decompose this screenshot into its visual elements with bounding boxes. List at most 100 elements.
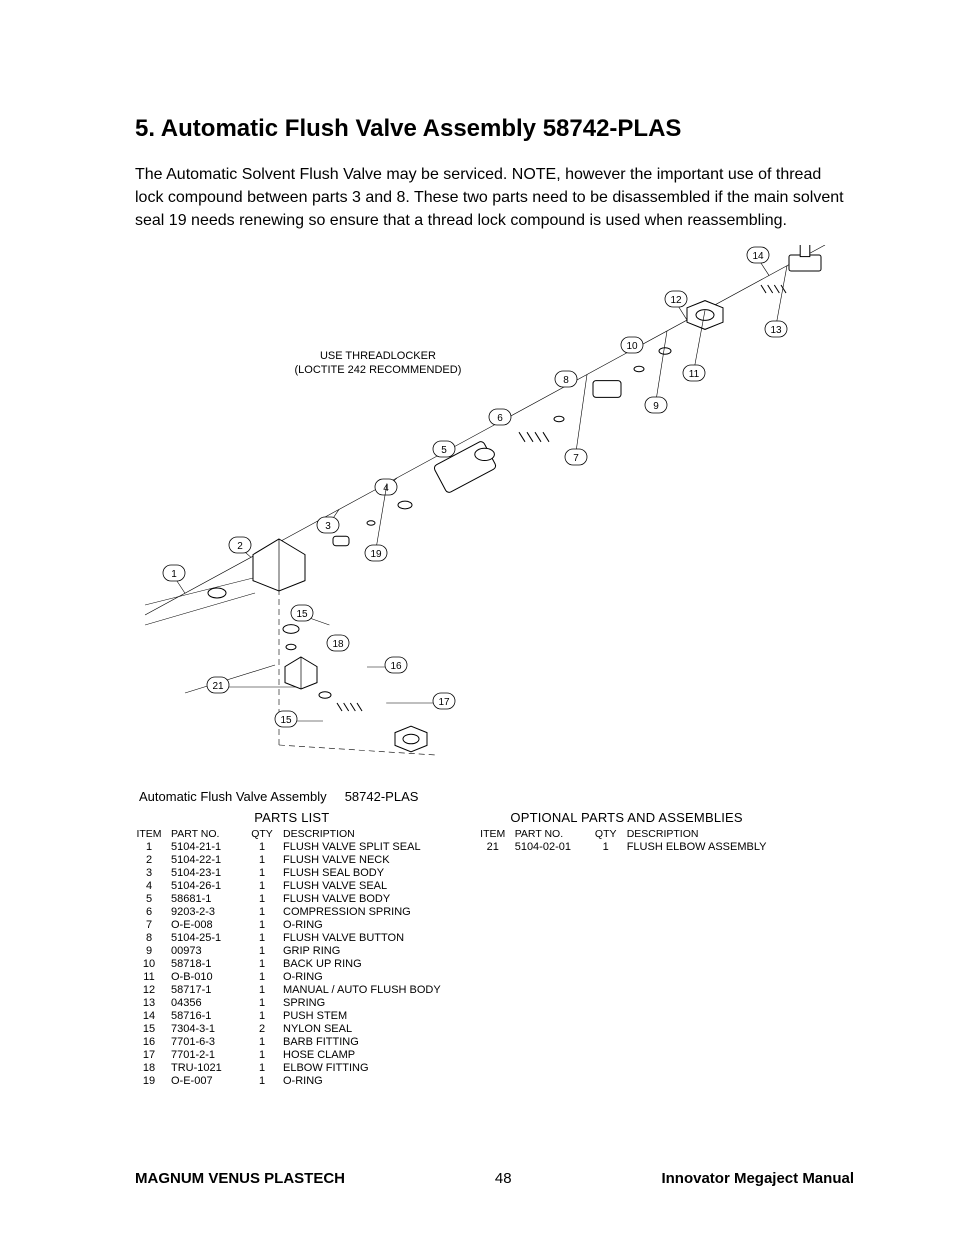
table-header-row: ITEM PART NO. QTY DESCRIPTION xyxy=(135,827,449,841)
cell-qty: 1 xyxy=(593,841,627,854)
cell-part: 5104-25-1 xyxy=(171,932,249,945)
cell-item: 8 xyxy=(135,932,171,945)
svg-text:12: 12 xyxy=(670,295,682,306)
cell-part: 7304-3-1 xyxy=(171,1023,249,1036)
cell-part: TRU-1021 xyxy=(171,1062,249,1075)
cell-desc: BARB FITTING xyxy=(283,1036,449,1049)
table-row: 69203-2-31COMPRESSION SPRING xyxy=(135,906,449,919)
cell-item: 1 xyxy=(135,841,171,854)
svg-text:7: 7 xyxy=(573,453,579,464)
cell-part: 5104-22-1 xyxy=(171,854,249,867)
callout-19: 19 xyxy=(365,545,387,561)
cell-part: 5104-02-01 xyxy=(515,841,593,854)
cell-part: 58716-1 xyxy=(171,1010,249,1023)
cell-desc: ELBOW FITTING xyxy=(283,1062,449,1075)
cell-desc: O-RING xyxy=(283,971,449,984)
svg-text:2: 2 xyxy=(237,541,243,552)
callout-13: 13 xyxy=(765,321,787,337)
cell-desc: SPRING xyxy=(283,997,449,1010)
cell-desc: FLUSH VALVE BODY xyxy=(283,893,449,906)
cell-item: 9 xyxy=(135,945,171,958)
callout-2: 2 xyxy=(229,537,251,553)
cell-item: 5 xyxy=(135,893,171,906)
optional-table: ITEM PART NO. QTY DESCRIPTION 215104-02-… xyxy=(479,827,775,854)
exploded-diagram: 141213101189675432191151816172115 USE TH… xyxy=(145,245,845,785)
cell-qty: 1 xyxy=(249,1049,283,1062)
cell-qty: 2 xyxy=(249,1023,283,1036)
th-desc: DESCRIPTION xyxy=(283,827,449,841)
cell-qty: 1 xyxy=(249,997,283,1010)
cell-qty: 1 xyxy=(249,906,283,919)
table-header-row: ITEM PART NO. QTY DESCRIPTION xyxy=(479,827,775,841)
table-row: 167701-6-31BARB FITTING xyxy=(135,1036,449,1049)
cell-desc: FLUSH VALVE SEAL xyxy=(283,880,449,893)
cell-item: 12 xyxy=(135,984,171,997)
callout-8: 8 xyxy=(555,371,577,387)
page-footer: MAGNUM VENUS PLASTECH 48 Innovator Megaj… xyxy=(135,1170,854,1187)
table-row: 1258717-11MANUAL / AUTO FLUSH BODY xyxy=(135,984,449,997)
callout-6: 6 xyxy=(489,409,511,425)
diagram-svg: 141213101189675432191151816172115 xyxy=(145,245,845,785)
cell-desc: O-RING xyxy=(283,919,449,932)
cell-part: O-B-010 xyxy=(171,971,249,984)
table-row: 19O-E-0071O-RING xyxy=(135,1075,449,1088)
cell-item: 2 xyxy=(135,854,171,867)
footer-left: MAGNUM VENUS PLASTECH xyxy=(135,1170,345,1187)
callout-21: 21 xyxy=(207,677,229,693)
cell-part: 9203-2-3 xyxy=(171,906,249,919)
callout-15: 15 xyxy=(275,711,297,727)
cell-item: 6 xyxy=(135,906,171,919)
th-qty: QTY xyxy=(593,827,627,841)
diagram-caption: Automatic Flush Valve Assembly 58742-PLA… xyxy=(139,789,854,804)
cell-desc: PUSH STEM xyxy=(283,1010,449,1023)
cell-qty: 1 xyxy=(249,841,283,854)
callout-1: 1 xyxy=(163,565,185,581)
caption-partno: 58742-PLAS xyxy=(345,789,419,804)
optional-title: OPTIONAL PARTS AND ASSEMBLIES xyxy=(479,810,775,825)
cell-item: 15 xyxy=(135,1023,171,1036)
svg-text:11: 11 xyxy=(688,369,699,380)
callout-11: 11 xyxy=(683,365,705,381)
cell-desc: HOSE CLAMP xyxy=(283,1049,449,1062)
cell-desc: FLUSH SEAL BODY xyxy=(283,867,449,880)
cell-qty: 1 xyxy=(249,854,283,867)
cell-part: O-E-007 xyxy=(171,1075,249,1088)
cell-item: 18 xyxy=(135,1062,171,1075)
cell-part: 00973 xyxy=(171,945,249,958)
callout-7: 7 xyxy=(565,449,587,465)
cell-qty: 1 xyxy=(249,984,283,997)
th-part: PART NO. xyxy=(171,827,249,841)
cell-desc: FLUSH VALVE NECK xyxy=(283,854,449,867)
parts-list-title: PARTS LIST xyxy=(135,810,449,825)
callout-15: 15 xyxy=(291,605,313,621)
callout-17: 17 xyxy=(433,693,455,709)
svg-text:21: 21 xyxy=(212,681,224,692)
cell-item: 14 xyxy=(135,1010,171,1023)
cell-part: 5104-23-1 xyxy=(171,867,249,880)
cell-qty: 1 xyxy=(249,945,283,958)
cell-item: 4 xyxy=(135,880,171,893)
cell-desc: NYLON SEAL xyxy=(283,1023,449,1036)
svg-text:9: 9 xyxy=(653,401,659,412)
cell-part: 04356 xyxy=(171,997,249,1010)
table-row: 25104-22-11FLUSH VALVE NECK xyxy=(135,854,449,867)
callout-18: 18 xyxy=(327,635,349,651)
cell-item: 7 xyxy=(135,919,171,932)
svg-text:14: 14 xyxy=(752,251,764,262)
caption-name: Automatic Flush Valve Assembly xyxy=(139,789,327,804)
callout-12: 12 xyxy=(665,291,687,307)
cell-part: 58717-1 xyxy=(171,984,249,997)
table-row: 15104-21-11FLUSH VALVE SPLIT SEAL xyxy=(135,841,449,854)
cell-desc: FLUSH ELBOW ASSEMBLY xyxy=(627,841,775,854)
cell-item: 16 xyxy=(135,1036,171,1049)
svg-text:17: 17 xyxy=(438,697,450,708)
cell-desc: FLUSH VALVE SPLIT SEAL xyxy=(283,841,449,854)
cell-part: 5104-26-1 xyxy=(171,880,249,893)
cell-qty: 1 xyxy=(249,867,283,880)
cell-qty: 1 xyxy=(249,1010,283,1023)
callout-10: 10 xyxy=(621,337,643,353)
cell-item: 3 xyxy=(135,867,171,880)
intro-paragraph: The Automatic Solvent Flush Valve may be… xyxy=(135,163,854,233)
cell-qty: 1 xyxy=(249,893,283,906)
callout-9: 9 xyxy=(645,397,667,413)
